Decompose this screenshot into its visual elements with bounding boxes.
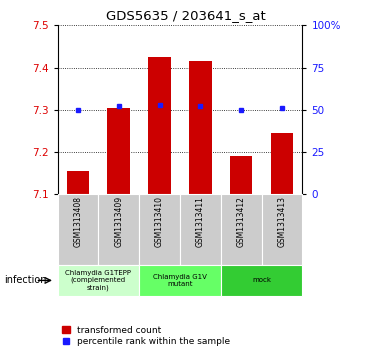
Bar <box>189 61 211 194</box>
Bar <box>230 156 252 194</box>
Bar <box>221 194 262 265</box>
Text: GSM1313411: GSM1313411 <box>196 196 205 247</box>
Bar <box>67 171 89 194</box>
Bar <box>148 57 171 194</box>
Bar <box>58 194 98 265</box>
Text: GSM1313410: GSM1313410 <box>155 196 164 247</box>
Bar <box>58 265 139 296</box>
Bar <box>98 194 139 265</box>
Text: GSM1313408: GSM1313408 <box>73 196 82 247</box>
Bar <box>271 133 293 194</box>
Text: Chlamydia G1TEPP
(complemented
strain): Chlamydia G1TEPP (complemented strain) <box>65 270 131 291</box>
Text: GSM1313412: GSM1313412 <box>237 196 246 247</box>
Text: Chlamydia G1V
mutant: Chlamydia G1V mutant <box>153 274 207 287</box>
Text: GDS5635 / 203641_s_at: GDS5635 / 203641_s_at <box>106 9 265 22</box>
Bar <box>180 194 221 265</box>
Bar <box>139 265 221 296</box>
Bar <box>108 108 130 194</box>
Bar <box>221 265 302 296</box>
Text: infection: infection <box>4 276 46 285</box>
Text: GSM1313409: GSM1313409 <box>114 196 123 248</box>
Text: mock: mock <box>252 277 271 284</box>
Bar <box>262 194 302 265</box>
Text: GSM1313413: GSM1313413 <box>278 196 286 247</box>
Bar <box>139 194 180 265</box>
Legend: transformed count, percentile rank within the sample: transformed count, percentile rank withi… <box>62 326 230 346</box>
